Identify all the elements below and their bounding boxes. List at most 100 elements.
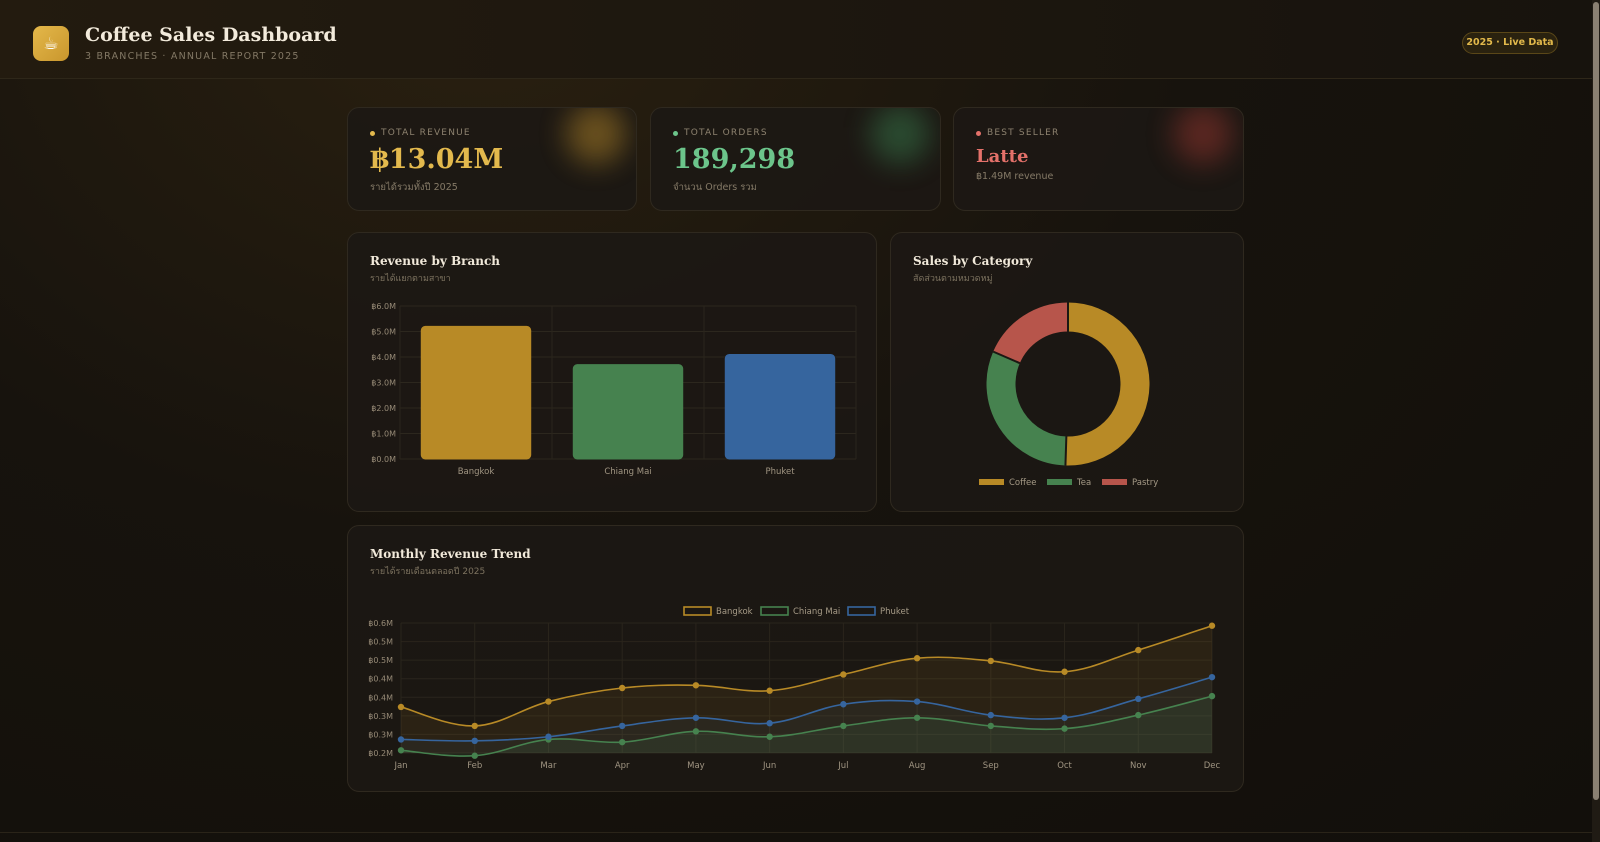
- legend-swatch: [683, 606, 712, 616]
- data-point: [840, 701, 847, 708]
- card-title: Revenue by Branch: [370, 254, 501, 268]
- data-point: [618, 738, 626, 746]
- data-point: [987, 711, 995, 719]
- data-point: [1208, 673, 1216, 681]
- legend-label: Tea: [1076, 478, 1091, 488]
- data-point: [766, 720, 773, 727]
- y-tick-label: ฿0.5M: [368, 656, 393, 665]
- stat-label: TOTAL REVENUE: [370, 128, 471, 138]
- data-point: [618, 722, 626, 730]
- x-tick-label: Nov: [1130, 761, 1147, 771]
- card-title: Sales by Category: [913, 254, 1033, 268]
- legend-swatch: [1102, 479, 1127, 485]
- bar-chart: ฿0.0M ฿1.0M ฿2.0M ฿3.0M ฿4.0M ฿5.0M ฿6.0M Bangk…: [371, 302, 857, 477]
- bar: [420, 325, 532, 460]
- stat-dot: [673, 130, 678, 136]
- stat-label-text: TOTAL REVENUE: [381, 128, 471, 138]
- x-tick-label: May: [687, 761, 705, 771]
- data-point: [692, 728, 700, 735]
- data-point: [1061, 725, 1068, 732]
- x-tick-label: Chiang Mai: [604, 467, 651, 477]
- series-line: [400, 624, 1213, 727]
- x-tick-label: Jun: [762, 761, 776, 771]
- legend-swatch: [760, 606, 789, 616]
- page-title: Coffee Sales Dashboard: [85, 24, 337, 46]
- card-subtitle: รายได้แยกตามสาขา: [370, 274, 451, 284]
- data-point: [471, 722, 478, 730]
- header: ☕ Coffee Sales Dashboard 3 BRANCHES · AN…: [0, 0, 1592, 79]
- x-tick-label: Mar: [540, 761, 557, 771]
- stat-sub: ฿1.49M revenue: [976, 171, 1054, 182]
- x-tick-label: Dec: [1204, 761, 1221, 771]
- y-tick-label: ฿0.6M: [368, 619, 393, 628]
- stat-dot: [370, 130, 375, 136]
- series-area: [401, 696, 1212, 757]
- page-subtitle: 3 BRANCHES · ANNUAL REPORT 2025: [85, 51, 300, 62]
- y-tick-label: ฿0.3M: [368, 712, 393, 721]
- series-area: [401, 625, 1212, 753]
- monthly-revenue-trend-card: Monthly Revenue Trend รายได้รายเดือนตลอด…: [347, 525, 1244, 792]
- y-tick-label: ฿0.0M: [371, 455, 396, 464]
- card-subtitle: รายได้รายเดือนตลอดปี 2025: [370, 567, 486, 577]
- pie-slice: [1065, 302, 1150, 466]
- stat-card-total-revenue: TOTAL REVENUE ฿13.04M รายได้รวมทั้งปี 20…: [347, 107, 637, 211]
- data-point: [913, 655, 921, 662]
- y-tick-label: ฿0.5M: [368, 638, 393, 647]
- data-point: [397, 736, 405, 743]
- data-point: [913, 698, 921, 705]
- x-tick-label: Aug: [909, 761, 926, 771]
- revenue-by-branch-card: Revenue by Branch รายได้แยกตามสาขา ฿0.0M…: [347, 232, 877, 512]
- data-point: [840, 671, 847, 678]
- slice-separator: [992, 350, 1021, 365]
- data-point: [692, 682, 700, 689]
- stat-value: Latte: [976, 146, 1029, 167]
- series-line: [400, 695, 1213, 757]
- data-point: [1208, 692, 1216, 700]
- y-tick-label: ฿5.0M: [371, 328, 396, 337]
- data-point: [397, 703, 405, 711]
- data-point: [913, 714, 921, 721]
- x-tick-label: Oct: [1057, 761, 1072, 771]
- data-point: [766, 687, 773, 694]
- stat-label: TOTAL ORDERS: [673, 128, 768, 138]
- sales-by-category-card: Sales by Category สัดส่วนตามหมวดหมู่ Cof…: [890, 232, 1244, 512]
- card-title: Monthly Revenue Trend: [370, 547, 531, 561]
- data-point: [397, 747, 405, 754]
- data-point: [987, 657, 995, 665]
- pie-slice: [986, 351, 1067, 466]
- stat-dot: [976, 130, 981, 136]
- data-point: [840, 722, 847, 730]
- data-point: [987, 722, 995, 730]
- stat-sub: รายได้รวมทั้งปี 2025: [370, 182, 458, 193]
- data-point: [1061, 668, 1068, 675]
- y-tick-label: ฿2.0M: [371, 404, 396, 413]
- y-tick-label: ฿4.0M: [371, 353, 396, 362]
- x-tick-label: Sep: [983, 761, 999, 771]
- y-tick-label: ฿3.0M: [371, 379, 396, 388]
- scrollbar-thumb[interactable]: [1593, 2, 1599, 800]
- x-tick-label: Apr: [615, 761, 630, 771]
- legend-swatch: [1047, 479, 1072, 485]
- y-tick-label: ฿0.2M: [368, 749, 393, 758]
- data-point: [545, 733, 552, 740]
- y-tick-label: ฿0.4M: [368, 675, 393, 684]
- donut-chart: Coffee Tea Pastry: [979, 302, 1158, 488]
- stat-glow: [870, 108, 930, 164]
- stat-label-text: TOTAL ORDERS: [684, 128, 768, 138]
- y-tick-label: ฿0.3M: [368, 730, 393, 739]
- stat-label-text: BEST SELLER: [987, 128, 1060, 138]
- data-point: [1135, 646, 1142, 654]
- data-point: [1135, 711, 1142, 719]
- card-subtitle: สัดส่วนตามหมวดหมู่: [913, 274, 993, 284]
- footer-divider: [0, 832, 1592, 833]
- legend-label: Bangkok: [716, 607, 753, 617]
- series-line: [400, 676, 1213, 742]
- stat-card-total-orders: TOTAL ORDERS 189,298 จำนวน Orders รวม: [650, 107, 941, 211]
- data-point: [1135, 695, 1142, 703]
- stat-glow: [566, 108, 626, 164]
- line-chart: ฿0.2M ฿0.3M ฿0.3M ฿0.4M ฿0.4M ฿0.5M ฿0.5M ฿0.6M…: [368, 606, 1221, 771]
- data-point: [766, 733, 773, 740]
- y-tick-label: ฿6.0M: [371, 302, 396, 311]
- bar: [572, 364, 684, 460]
- bar: [724, 353, 836, 460]
